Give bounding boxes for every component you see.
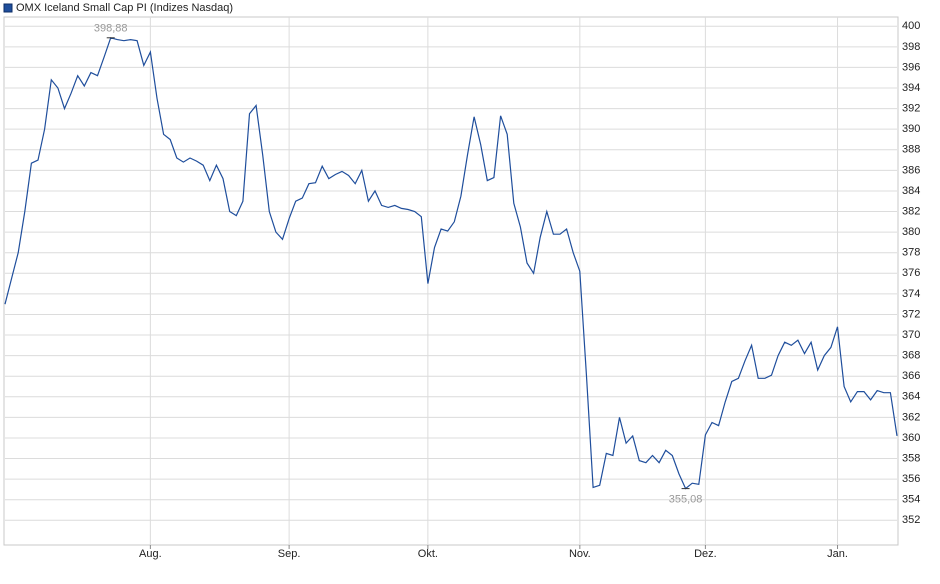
x-tick-label: Aug. — [139, 548, 162, 560]
y-tick-label: 384 — [902, 185, 920, 197]
y-tick-label: 392 — [902, 103, 920, 115]
x-tick-label: Dez. — [694, 548, 717, 560]
y-tick-label: 368 — [902, 350, 920, 362]
y-tick-label: 364 — [902, 391, 920, 403]
y-tick-label: 380 — [902, 226, 920, 238]
y-tick-label: 354 — [902, 494, 920, 506]
y-tick-label: 376 — [902, 267, 920, 279]
plot-frame — [3, 16, 899, 546]
annotation: 355,08 — [669, 494, 703, 506]
legend-label: OMX Iceland Small Cap PI (Indizes Nasdaq… — [16, 2, 233, 14]
y-tick-label: 396 — [902, 61, 920, 73]
y-tick-label: 378 — [902, 247, 920, 259]
x-tick-label: Sep. — [278, 548, 301, 560]
y-tick-label: 366 — [902, 370, 920, 382]
line-series — [4, 37, 898, 490]
y-tick-label: 382 — [902, 205, 920, 217]
legend-swatch — [3, 3, 13, 13]
y-tick-label: 358 — [902, 452, 920, 464]
y-tick-label: 390 — [902, 123, 920, 135]
y-tick-label: 388 — [902, 144, 920, 156]
y-tick-label: 398 — [902, 41, 920, 53]
y-tick-label: 370 — [902, 329, 920, 341]
y-tick-label: 374 — [902, 288, 920, 300]
y-tick-label: 400 — [902, 20, 920, 32]
y-tick-label: 372 — [902, 308, 920, 320]
y-tick-label: 360 — [902, 432, 920, 444]
x-tick-label: Okt. — [418, 548, 438, 560]
x-tick-label: Jan. — [827, 548, 848, 560]
y-tick-label: 394 — [902, 82, 920, 94]
y-tick-label: 362 — [902, 411, 920, 423]
y-tick-label: 356 — [902, 473, 920, 485]
x-tick-label: Nov. — [569, 548, 591, 560]
y-tick-label: 386 — [902, 164, 920, 176]
annotation: 398,88 — [94, 23, 128, 35]
y-tick-label: 352 — [902, 514, 920, 526]
